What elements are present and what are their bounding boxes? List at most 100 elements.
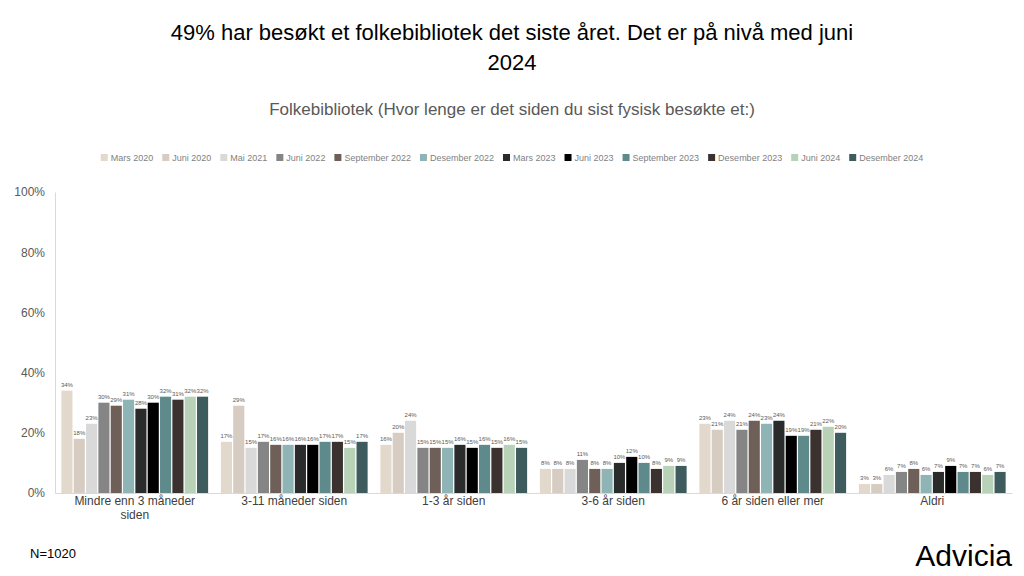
data-label: 15% bbox=[491, 439, 504, 445]
data-label: 15% bbox=[245, 439, 258, 445]
bar bbox=[344, 448, 355, 493]
tick-label: 1-3 år siden bbox=[422, 494, 485, 508]
bar bbox=[712, 430, 723, 493]
data-label: 31% bbox=[123, 391, 136, 397]
bar bbox=[430, 448, 441, 493]
data-label: 6% bbox=[885, 466, 894, 472]
legend-item: Desember 2023 bbox=[708, 153, 782, 163]
bar bbox=[552, 469, 563, 493]
title: 49% har besøkt et folkebibliotek det sis… bbox=[171, 20, 853, 75]
data-label: 15% bbox=[429, 439, 442, 445]
bar bbox=[663, 466, 674, 493]
bar bbox=[798, 436, 809, 493]
legend-label: September 2023 bbox=[633, 153, 700, 163]
bar bbox=[307, 445, 318, 493]
tick: 3-6 år siden bbox=[582, 493, 645, 508]
data-label: 30% bbox=[147, 394, 160, 400]
legend-label: September 2022 bbox=[344, 153, 411, 163]
data-label: 16% bbox=[270, 436, 283, 442]
data-label: 17% bbox=[220, 433, 233, 439]
legend-label: Desember 2022 bbox=[430, 153, 494, 163]
bar bbox=[185, 397, 196, 493]
bar bbox=[454, 445, 465, 493]
data-label: 23% bbox=[699, 415, 712, 421]
legend-label: Mars 2020 bbox=[111, 153, 154, 163]
bar bbox=[98, 403, 109, 493]
legend-label: Desember 2024 bbox=[859, 153, 923, 163]
text-line: 3-6 år siden bbox=[582, 494, 645, 508]
axis-line bbox=[56, 493, 1013, 494]
bar bbox=[614, 463, 625, 493]
bar bbox=[626, 457, 637, 493]
data-label: 16% bbox=[282, 436, 295, 442]
bar bbox=[320, 442, 331, 493]
tick-label: 3-11 måneder siden bbox=[241, 494, 347, 508]
bar bbox=[491, 448, 502, 493]
data-label: 9% bbox=[677, 457, 686, 463]
legend-swatch bbox=[565, 154, 572, 161]
legend-item: September 2022 bbox=[334, 153, 411, 163]
text-line: 3-11 måneder siden bbox=[241, 494, 347, 508]
text-line: 1-3 år siden bbox=[422, 494, 485, 508]
bar bbox=[786, 436, 797, 493]
data-label: 6% bbox=[922, 466, 931, 472]
y-axis: 0%20%40%60%80%100% bbox=[14, 185, 55, 500]
data-label: 8% bbox=[590, 460, 599, 466]
data-label: 19% bbox=[785, 427, 798, 433]
text-line: siden bbox=[120, 508, 149, 522]
bars bbox=[61, 391, 1005, 493]
legend-item: Mars 2020 bbox=[101, 153, 154, 163]
bar bbox=[921, 475, 932, 493]
text-line: 49% har besøkt et folkebibliotek det sis… bbox=[171, 20, 853, 45]
data-label: 18% bbox=[73, 430, 86, 436]
bar bbox=[258, 442, 269, 493]
data-label: 29% bbox=[110, 397, 123, 403]
legend-label: Desember 2023 bbox=[718, 153, 782, 163]
data-label: 8% bbox=[541, 460, 550, 466]
bar bbox=[123, 400, 134, 493]
bar bbox=[773, 421, 784, 493]
bar bbox=[823, 427, 834, 493]
data-label: 8% bbox=[652, 460, 661, 466]
bar bbox=[871, 484, 882, 493]
data-label: 8% bbox=[909, 460, 918, 466]
bar bbox=[577, 460, 588, 493]
bar bbox=[86, 424, 97, 493]
legend-item: Juni 2024 bbox=[791, 153, 840, 163]
data-label: 17% bbox=[356, 433, 369, 439]
legend-item: Juni 2022 bbox=[276, 153, 325, 163]
tick-label: 6 år siden eller mer bbox=[721, 494, 824, 508]
legend-label: Mars 2023 bbox=[513, 153, 556, 163]
bar bbox=[810, 430, 821, 493]
data-label: 15% bbox=[516, 439, 529, 445]
bar bbox=[61, 391, 72, 493]
data-label: 3% bbox=[860, 475, 869, 481]
bar bbox=[504, 445, 515, 493]
data-label: 22% bbox=[822, 418, 835, 424]
data-label: 10% bbox=[613, 454, 626, 460]
bar bbox=[332, 442, 343, 493]
bar bbox=[589, 469, 600, 493]
data-label: 24% bbox=[748, 412, 761, 418]
tick: Mindre enn 3 månedersiden bbox=[74, 493, 195, 522]
legend-swatch bbox=[101, 154, 108, 161]
data-label: 17% bbox=[319, 433, 332, 439]
tick: 100% bbox=[14, 185, 55, 199]
data-label: 17% bbox=[257, 433, 270, 439]
data-label: 12% bbox=[626, 448, 639, 454]
data-label: 15% bbox=[417, 439, 430, 445]
bar bbox=[417, 448, 428, 493]
bar bbox=[970, 472, 981, 493]
bar bbox=[896, 472, 907, 493]
bar bbox=[835, 433, 846, 493]
data-label: 29% bbox=[233, 397, 246, 403]
data-label: 16% bbox=[380, 436, 393, 442]
text-line: Mindre enn 3 måneder bbox=[74, 494, 195, 508]
bar bbox=[639, 463, 650, 493]
tick: 60% bbox=[21, 306, 55, 320]
tick: 80% bbox=[21, 246, 55, 260]
tick: Aldri bbox=[920, 493, 944, 508]
data-label: 32% bbox=[160, 388, 173, 394]
bar bbox=[172, 400, 183, 493]
bar bbox=[761, 424, 772, 493]
